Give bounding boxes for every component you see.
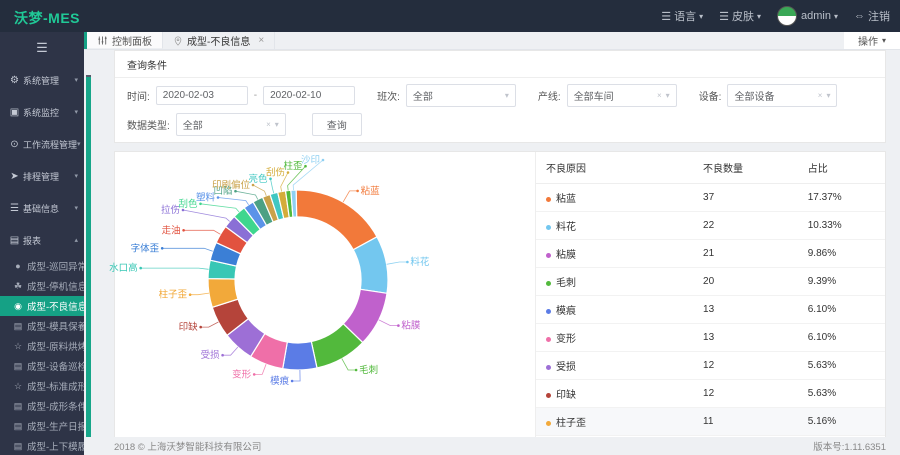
svg-text:走油: 走油: [162, 224, 181, 236]
svg-text:变形: 变形: [232, 368, 252, 380]
svg-text:粘膜: 粘膜: [401, 319, 421, 331]
svg-text:印缺: 印缺: [179, 321, 199, 333]
svg-text:毛刺: 毛刺: [359, 364, 378, 376]
svg-text:模痕: 模痕: [270, 375, 290, 387]
svg-text:水口高: 水口高: [109, 262, 138, 274]
svg-text:印刷偏位: 印刷偏位: [212, 179, 251, 191]
svg-text:沙印: 沙印: [301, 154, 320, 166]
svg-text:刮伤: 刮伤: [266, 166, 285, 178]
svg-text:字体歪: 字体歪: [131, 242, 160, 254]
svg-text:拉伤: 拉伤: [161, 204, 180, 216]
svg-text:料花: 料花: [410, 256, 430, 268]
svg-text:受损: 受损: [201, 349, 221, 361]
svg-text:柱子歪: 柱子歪: [159, 288, 188, 300]
svg-text:粘蓝: 粘蓝: [361, 184, 381, 196]
